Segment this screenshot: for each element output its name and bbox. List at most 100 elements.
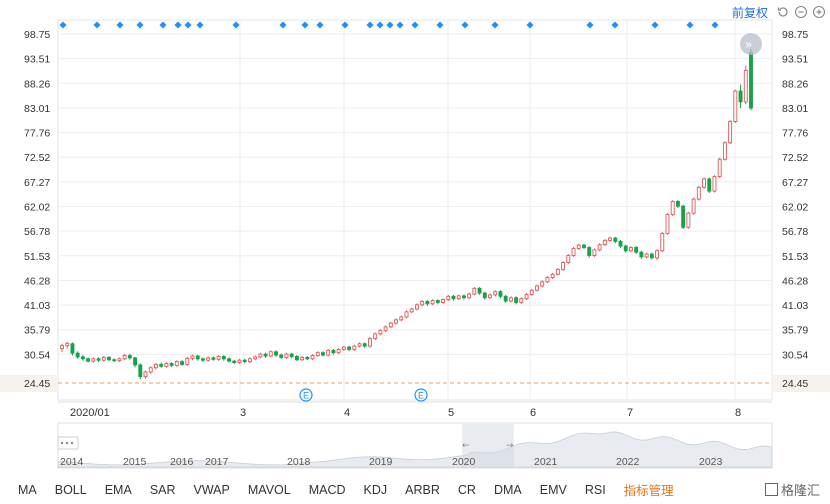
- candle[interactable]: [529, 288, 534, 296]
- candle[interactable]: [681, 204, 686, 230]
- candle[interactable]: [232, 359, 237, 364]
- candle[interactable]: [117, 357, 122, 363]
- candle[interactable]: [70, 342, 75, 356]
- candle[interactable]: [566, 254, 571, 264]
- candle[interactable]: [576, 243, 581, 250]
- candle[interactable]: [305, 355, 310, 361]
- candle[interactable]: [592, 248, 597, 257]
- candle[interactable]: [65, 341, 70, 349]
- candle[interactable]: [524, 293, 529, 301]
- candle[interactable]: [535, 284, 539, 292]
- candle[interactable]: [383, 325, 388, 333]
- candle[interactable]: [60, 343, 64, 353]
- candle[interactable]: [227, 357, 231, 363]
- candle[interactable]: [743, 65, 748, 105]
- candle[interactable]: [143, 370, 148, 379]
- candle[interactable]: [112, 358, 117, 363]
- candle[interactable]: [597, 243, 602, 252]
- candle[interactable]: [665, 213, 670, 235]
- candle[interactable]: [446, 294, 451, 302]
- zoom-in-icon[interactable]: [812, 5, 826, 19]
- candle[interactable]: [315, 351, 320, 357]
- candle[interactable]: [634, 246, 639, 255]
- candle[interactable]: [409, 307, 414, 314]
- zoom-out-icon[interactable]: [794, 5, 808, 19]
- candle[interactable]: [159, 362, 164, 368]
- candle[interactable]: [519, 297, 524, 304]
- candle[interactable]: [571, 247, 576, 257]
- candle[interactable]: [388, 321, 393, 329]
- candle[interactable]: [96, 357, 101, 363]
- candle[interactable]: [347, 345, 352, 352]
- candle[interactable]: [414, 303, 419, 311]
- candle[interactable]: [660, 231, 665, 253]
- candle[interactable]: [294, 355, 299, 362]
- candle[interactable]: [200, 357, 205, 363]
- candle[interactable]: [639, 250, 644, 259]
- earnings-marker[interactable]: E: [299, 388, 313, 402]
- candle[interactable]: [545, 276, 550, 284]
- candle[interactable]: [341, 345, 346, 351]
- candle[interactable]: [451, 294, 456, 301]
- candle[interactable]: [258, 352, 263, 359]
- candle[interactable]: [467, 292, 472, 300]
- indicator-ema[interactable]: EMA: [104, 482, 132, 497]
- indicator-sar[interactable]: SAR: [149, 482, 176, 497]
- indicator-kdj[interactable]: KDJ: [363, 482, 388, 497]
- range-navigator[interactable]: ← → 2014 2015 2016 2017 2018 2019 2020 2021 2022 20…: [57, 422, 773, 469]
- candle[interactable]: [508, 296, 513, 303]
- candle[interactable]: [394, 318, 399, 325]
- candle[interactable]: [206, 356, 211, 362]
- candle[interactable]: [91, 357, 96, 363]
- candle[interactable]: [618, 239, 623, 248]
- candle[interactable]: [749, 49, 753, 111]
- scroll-next-button[interactable]: »: [740, 33, 762, 55]
- candle[interactable]: [211, 356, 216, 361]
- candle[interactable]: [472, 286, 477, 296]
- candle[interactable]: [378, 329, 383, 336]
- candle[interactable]: [644, 252, 649, 259]
- candle[interactable]: [268, 350, 273, 358]
- candle[interactable]: [733, 89, 738, 124]
- candle[interactable]: [164, 362, 169, 368]
- candle[interactable]: [456, 294, 461, 301]
- candle[interactable]: [279, 353, 284, 359]
- navigator-selection[interactable]: [462, 424, 514, 467]
- candle[interactable]: [174, 360, 179, 367]
- earnings-marker[interactable]: E: [414, 388, 428, 402]
- candle[interactable]: [649, 252, 654, 260]
- candle[interactable]: [274, 350, 278, 357]
- candle[interactable]: [587, 246, 592, 258]
- candle[interactable]: [717, 157, 722, 178]
- candle[interactable]: [623, 244, 628, 253]
- candle[interactable]: [712, 175, 717, 193]
- candle[interactable]: [561, 261, 566, 271]
- indicator-arbr[interactable]: ARBR: [405, 482, 440, 497]
- candle[interactable]: [336, 348, 341, 355]
- candle[interactable]: [253, 355, 258, 361]
- candle[interactable]: [362, 342, 367, 349]
- candle[interactable]: [190, 354, 195, 361]
- indicator-cr[interactable]: CR: [457, 482, 476, 497]
- candle[interactable]: [368, 337, 372, 348]
- candle[interactable]: [503, 294, 508, 303]
- candle[interactable]: [237, 358, 242, 364]
- candle[interactable]: [80, 355, 85, 361]
- candle[interactable]: [86, 357, 91, 363]
- candle[interactable]: [441, 298, 445, 304]
- candle[interactable]: [399, 315, 404, 322]
- indicator-mavol[interactable]: MAVOL: [247, 482, 291, 497]
- candle[interactable]: [138, 363, 143, 380]
- candle[interactable]: [101, 355, 106, 362]
- candle[interactable]: [169, 362, 174, 368]
- candle[interactable]: [425, 300, 430, 306]
- candle[interactable]: [691, 197, 696, 215]
- candle[interactable]: [555, 268, 560, 276]
- candle[interactable]: [582, 243, 586, 250]
- candle[interactable]: [404, 310, 409, 319]
- candle[interactable]: [488, 293, 492, 300]
- candle[interactable]: [195, 354, 200, 361]
- candle[interactable]: [696, 185, 701, 201]
